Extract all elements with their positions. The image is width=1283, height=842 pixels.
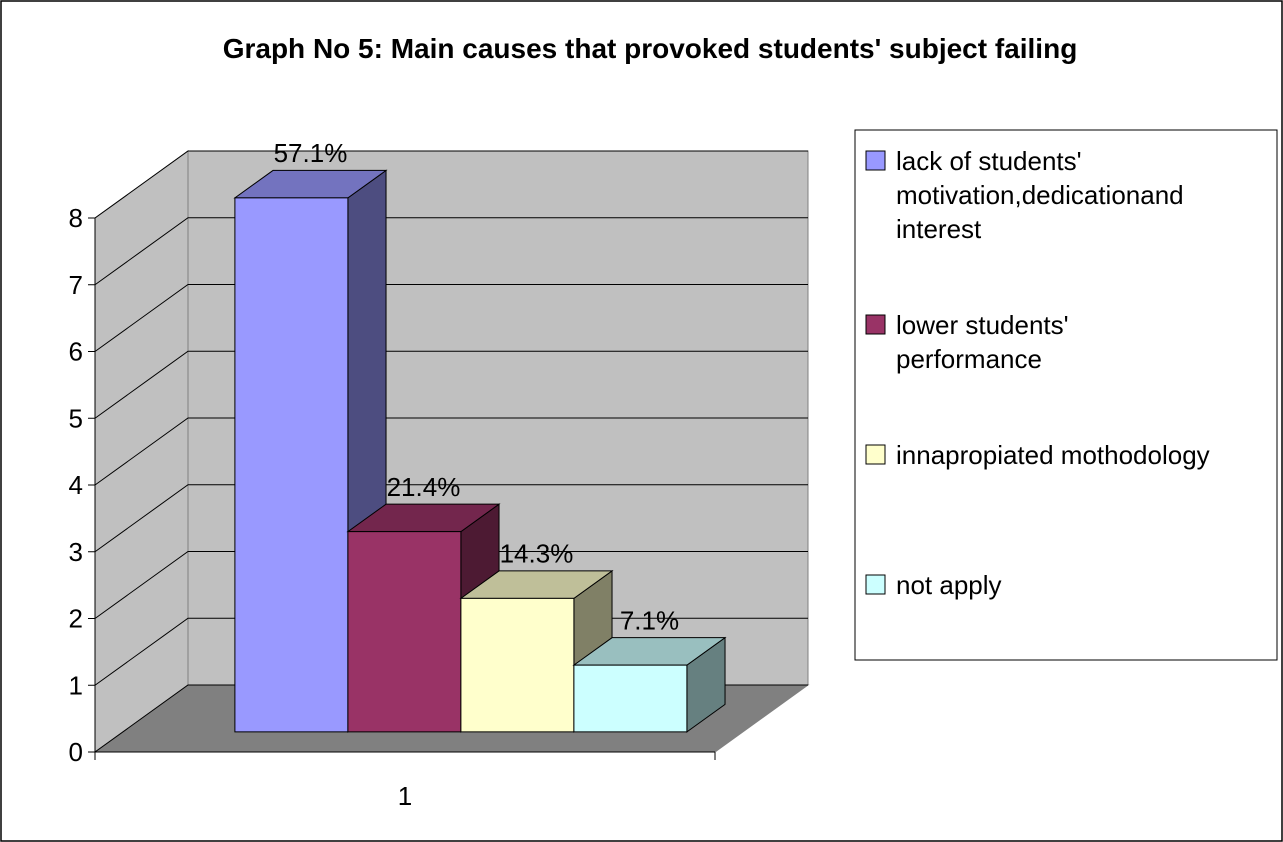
y-tick-label: 5 — [69, 403, 83, 433]
text-line: motivation,dedicationand — [896, 180, 1191, 210]
grid-line — [94, 484, 808, 553]
data-label: 57.1% — [274, 138, 348, 168]
legend-label: lack of students' motivation,dedicationa… — [896, 146, 1191, 244]
text-line: lack of students' — [896, 146, 1089, 176]
bar — [572, 636, 727, 733]
legend-box — [854, 129, 1278, 661]
bar-front — [573, 664, 688, 733]
bar-front — [234, 197, 349, 733]
bar-front — [460, 597, 575, 733]
chart-title: Graph No 5: Main causes that provoked st… — [223, 33, 1078, 64]
text-line: not apply — [896, 570, 1002, 600]
y-tick-label: 1 — [69, 670, 83, 700]
grid-line — [94, 417, 808, 486]
text-line: performance — [896, 344, 1042, 374]
text-line: lower students' — [896, 310, 1076, 340]
grid-line — [94, 284, 808, 352]
legend-swatch — [865, 574, 886, 595]
bar — [233, 169, 388, 733]
y-tick-label: 8 — [69, 203, 83, 233]
y-tick-label: 3 — [69, 537, 83, 567]
data-label: 14.3% — [500, 539, 574, 569]
text-line: innapropiated mothodology — [896, 440, 1210, 470]
y-tick-label: 6 — [69, 337, 83, 367]
legend-label: innapropiated mothodology — [896, 440, 1210, 470]
data-label: 21.4% — [387, 472, 461, 502]
legend-label: not apply — [896, 570, 1002, 600]
grid-line — [94, 350, 808, 419]
data-label: 7.1% — [620, 605, 679, 635]
grid-line — [94, 217, 808, 286]
text-line: Graph No 5: Main causes that provoked st… — [223, 33, 1078, 64]
legend-swatch — [865, 314, 886, 335]
bar-front — [347, 531, 462, 733]
x-tick-label: 1 — [398, 781, 412, 811]
grid-line — [94, 150, 808, 219]
text-line: interest — [896, 214, 982, 244]
grid-line — [94, 551, 808, 619]
legend-swatch — [865, 444, 886, 465]
y-tick-label: 0 — [69, 737, 83, 767]
legend-label: lower students' performance — [896, 310, 1076, 374]
y-tick-label: 4 — [69, 470, 83, 500]
legend-swatch — [865, 150, 886, 171]
y-tick-label: 2 — [69, 604, 83, 634]
y-tick-label: 7 — [69, 270, 83, 300]
